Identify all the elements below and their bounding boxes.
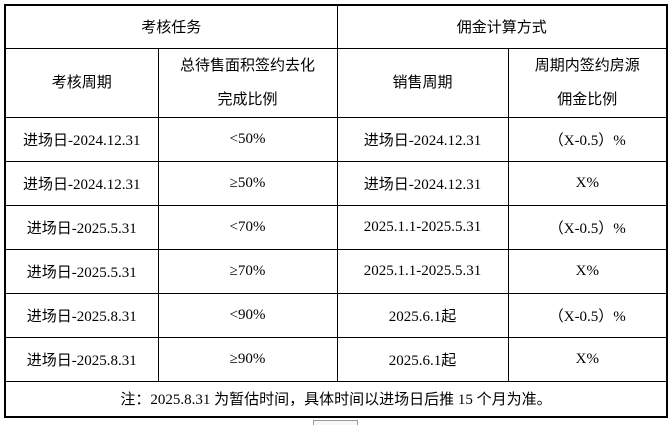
cell-commission: （X-0.5）%: [507, 116, 668, 162]
cell-period: 进场日-2025.5.31: [4, 204, 159, 250]
header-line: 周期内签约房源: [534, 57, 640, 74]
header-line: 考核周期: [51, 74, 112, 91]
cell-sales-period: 2025.1.1-2025.5.31: [336, 204, 509, 250]
cell-sales-period: 进场日-2024.12.31: [336, 160, 509, 206]
header-commission-ratio: 周期内签约房源 佣金比例: [507, 47, 668, 118]
header-assessment-period: 考核周期: [4, 47, 159, 118]
table-row: 进场日-2024.12.31 ≥50% 进场日-2024.12.31 X%: [4, 160, 668, 206]
header-line: 总待售面积签约去化: [180, 57, 316, 74]
header-completion-ratio: 总待售面积签约去化 完成比例: [157, 47, 338, 118]
commission-schedule-table: 考核任务 佣金计算方式 考核周期 总待售面积签约去化 完成比例 销售周期 周期内…: [4, 4, 669, 418]
header-line: 销售周期: [392, 74, 453, 91]
header-sales-period: 销售周期: [336, 47, 509, 118]
table-row: 进场日-2025.8.31 <90% 2025.6.1起 （X-0.5）%: [4, 292, 668, 338]
cell-period: 进场日-2025.8.31: [4, 292, 159, 338]
cell-sales-period: 2025.6.1起: [336, 336, 509, 382]
table-row: 进场日-2025.5.31 ≥70% 2025.1.1-2025.5.31 X%: [4, 248, 668, 294]
table-row: 考核任务 佣金计算方式: [4, 4, 668, 49]
cell-ratio: <70%: [157, 204, 338, 250]
table-footnote: 注：2025.8.31 为暂估时间，具体时间以进场日后推 15 个月为准。: [4, 380, 668, 418]
header-line: 完成比例: [217, 91, 278, 108]
cell-ratio: ≥50%: [157, 160, 338, 206]
cell-period: 进场日-2025.5.31: [4, 248, 159, 294]
cell-ratio: <50%: [157, 116, 338, 162]
header-assessment-task: 考核任务: [4, 4, 338, 49]
table-row: 进场日-2025.8.31 ≥90% 2025.6.1起 X%: [4, 336, 668, 382]
cell-period: 进场日-2024.12.31: [4, 160, 159, 206]
table-row: 注：2025.8.31 为暂估时间，具体时间以进场日后推 15 个月为准。: [4, 380, 668, 418]
cell-sales-period: 进场日-2024.12.31: [336, 116, 509, 162]
table-row: 进场日-2024.12.31 <50% 进场日-2024.12.31 （X-0.…: [4, 116, 668, 162]
header-commission-method: 佣金计算方式: [336, 4, 668, 49]
cell-period: 进场日-2025.8.31: [4, 336, 159, 382]
cell-ratio: ≥90%: [157, 336, 338, 382]
cell-commission: （X-0.5）%: [507, 204, 668, 250]
cell-commission: X%: [507, 160, 668, 206]
table-row: 进场日-2025.5.31 <70% 2025.1.1-2025.5.31 （X…: [4, 204, 668, 250]
header-line: 佣金比例: [557, 91, 618, 108]
cell-commission: （X-0.5）%: [507, 292, 668, 338]
cell-commission: X%: [507, 336, 668, 382]
cell-ratio: <90%: [157, 292, 338, 338]
cell-ratio: ≥70%: [157, 248, 338, 294]
cell-sales-period: 2025.6.1起: [336, 292, 509, 338]
cell-commission: X%: [507, 248, 668, 294]
cell-sales-period: 2025.1.1-2025.5.31: [336, 248, 509, 294]
cutoff-element-stub: [313, 420, 358, 425]
table-row: 考核周期 总待售面积签约去化 完成比例 销售周期 周期内签约房源 佣金比例: [4, 47, 668, 118]
cell-period: 进场日-2024.12.31: [4, 116, 159, 162]
